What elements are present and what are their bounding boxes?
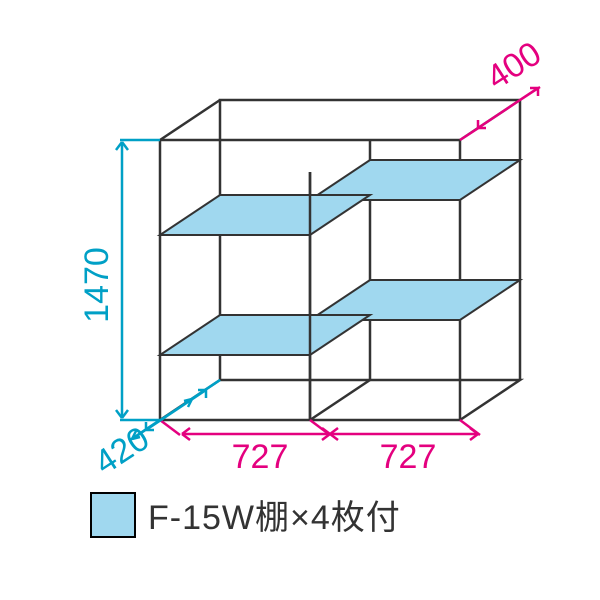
legend: F-15W棚×4枚付 — [90, 490, 401, 539]
legend-label: F-15W棚×4枚付 — [148, 490, 401, 539]
legend-swatch — [90, 492, 136, 538]
dim-width-right: 727 — [380, 438, 437, 476]
dim-height: 1470 — [78, 247, 116, 323]
dim-width-left: 727 — [232, 438, 289, 476]
